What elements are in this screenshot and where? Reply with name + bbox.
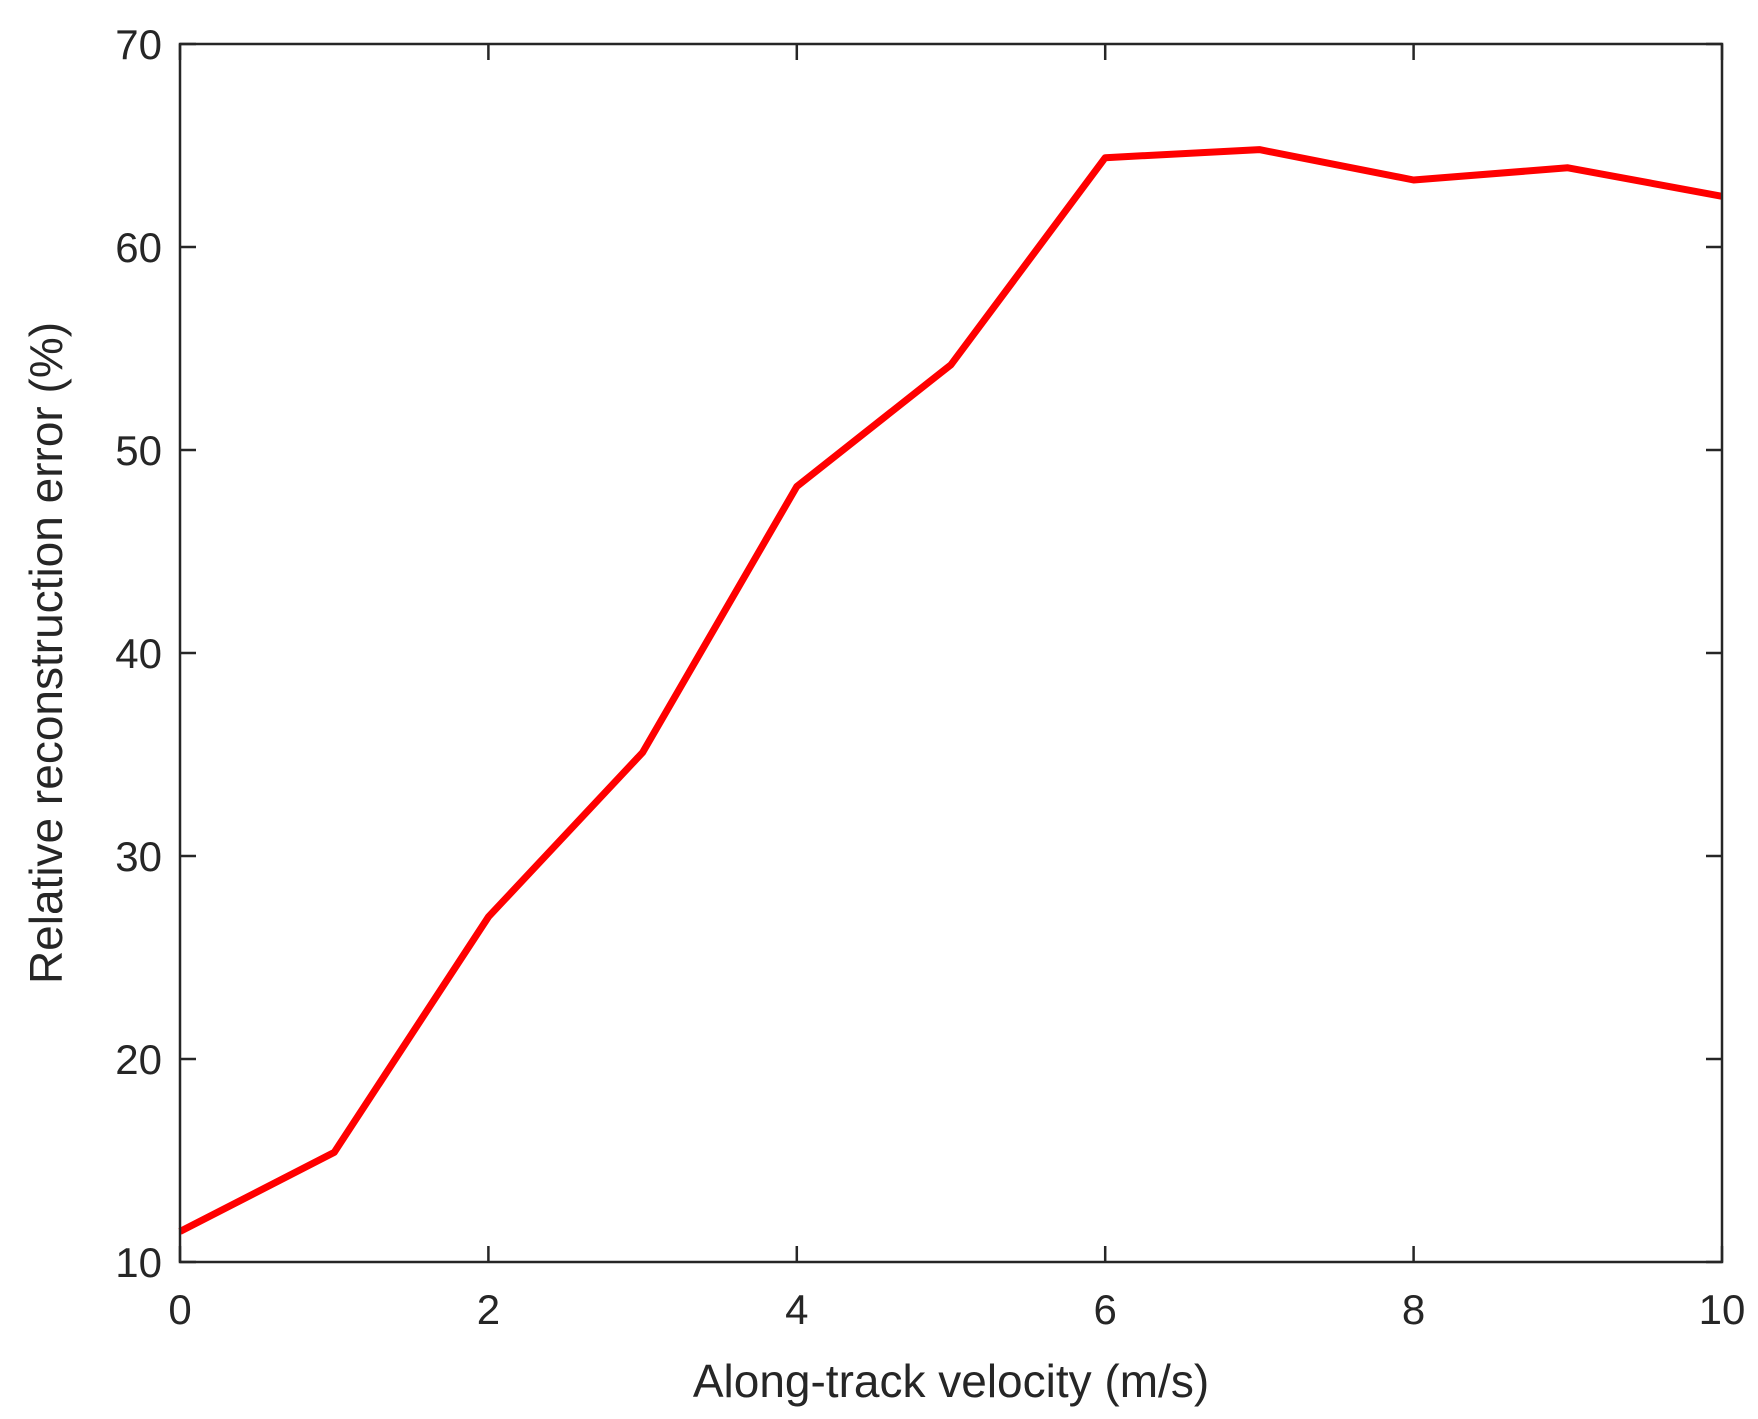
- x-axis-label: Along-track velocity (m/s): [693, 1355, 1209, 1407]
- plot-area-frame: [178, 42, 1724, 1264]
- x-tick-label-0: 0: [168, 1286, 191, 1333]
- x-tick-label-4: 8: [1402, 1286, 1425, 1333]
- x-tick-label-1: 2: [477, 1286, 500, 1333]
- y-tick-label-1: 20: [115, 1036, 162, 1083]
- series-line-0: [178, 146, 1723, 1235]
- y-tick-label-2: 30: [115, 833, 162, 880]
- y-tick-label-5: 60: [115, 224, 162, 271]
- x-tick-label-2: 4: [785, 1286, 808, 1333]
- y-tick-label-4: 50: [115, 427, 162, 474]
- x-tick-label-3: 6: [1094, 1286, 1117, 1333]
- y-axis-label: Relative reconstruction error (%): [20, 322, 72, 984]
- series-layer: [178, 146, 1723, 1235]
- y-tick-label-6: 70: [115, 21, 162, 68]
- tick-labels-layer: 0 2 4 6 8 10 10 20 30 40 50 60 70: [115, 21, 1745, 1333]
- y-tick-label-3: 40: [115, 630, 162, 677]
- y-tick-label-0: 10: [115, 1239, 162, 1286]
- x-tick-label-5: 10: [1699, 1286, 1746, 1333]
